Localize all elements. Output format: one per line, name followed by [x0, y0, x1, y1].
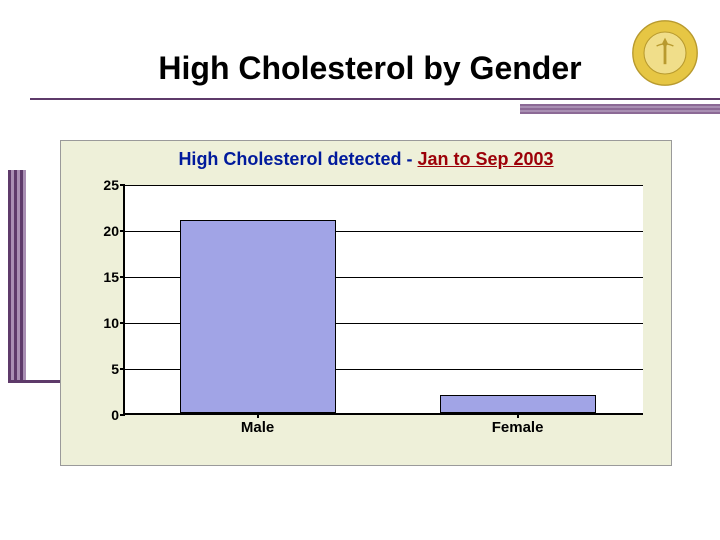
title-row: High Cholesterol by Gender [120, 50, 620, 87]
y-tick-label: 5 [111, 361, 119, 377]
x-label-female: Female [492, 419, 544, 436]
side-accent-bar [8, 170, 26, 380]
y-tick-label: 0 [111, 407, 119, 423]
x-tick-mark [517, 413, 519, 418]
y-tick-mark [120, 276, 125, 278]
x-tick-mark [257, 413, 259, 418]
y-tick-mark [120, 184, 125, 186]
chart-plot-area: 0510152025MaleFemale [123, 185, 643, 415]
y-tick-label: 20 [103, 223, 119, 239]
bar-female [440, 395, 596, 413]
chart-title-date: Jan to Sep 2003 [417, 149, 553, 169]
gridline [125, 185, 643, 186]
title-underline [30, 98, 720, 103]
page-title: High Cholesterol by Gender [120, 50, 620, 87]
chart-title-main: High Cholesterol detected - [178, 149, 417, 169]
organization-logo-icon [630, 18, 700, 88]
y-tick-label: 25 [103, 177, 119, 193]
y-tick-label: 15 [103, 269, 119, 285]
y-tick-mark [120, 414, 125, 416]
y-tick-mark [120, 322, 125, 324]
chart-title: High Cholesterol detected - Jan to Sep 2… [61, 141, 671, 170]
slide: High Cholesterol by Gender High Choleste… [0, 0, 720, 540]
chart-panel: High Cholesterol detected - Jan to Sep 2… [60, 140, 672, 466]
bar-male [180, 220, 336, 413]
y-tick-label: 10 [103, 315, 119, 331]
y-tick-mark [120, 230, 125, 232]
y-tick-mark [120, 368, 125, 370]
x-label-male: Male [241, 419, 274, 436]
